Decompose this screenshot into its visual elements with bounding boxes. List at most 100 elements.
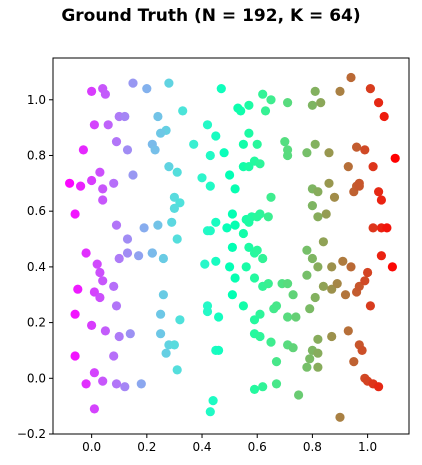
data-point-57 bbox=[175, 315, 185, 325]
data-point-85 bbox=[219, 148, 229, 158]
data-point-48 bbox=[114, 253, 124, 264]
data-point-68 bbox=[70, 351, 80, 361]
data-point-131 bbox=[255, 309, 265, 319]
data-point-109 bbox=[238, 228, 248, 239]
y-tick-label: 0.4 bbox=[27, 260, 46, 274]
data-point-191 bbox=[327, 262, 337, 272]
data-point-220 bbox=[288, 343, 298, 353]
data-point-209 bbox=[343, 326, 353, 336]
data-point-173 bbox=[354, 178, 364, 188]
data-point-55 bbox=[158, 253, 168, 264]
data-point-43 bbox=[81, 248, 91, 258]
data-point-54 bbox=[147, 248, 157, 258]
data-point-21 bbox=[156, 128, 166, 138]
data-point-14 bbox=[98, 184, 108, 194]
data-point-35 bbox=[134, 251, 144, 261]
data-point-81 bbox=[236, 106, 246, 116]
data-point-179 bbox=[382, 223, 392, 233]
data-point-134 bbox=[283, 312, 293, 322]
y-tick-label: −0.2 bbox=[17, 427, 46, 441]
x-tick-label: 1.0 bbox=[358, 440, 377, 454]
data-point-157 bbox=[365, 84, 375, 94]
data-point-121 bbox=[263, 279, 273, 289]
data-point-197 bbox=[302, 270, 312, 280]
data-point-58 bbox=[156, 309, 166, 319]
data-point-226 bbox=[252, 212, 262, 222]
data-point-19 bbox=[153, 111, 163, 122]
data-point-153 bbox=[310, 86, 320, 96]
data-point-45 bbox=[95, 267, 105, 278]
data-point-224 bbox=[335, 412, 345, 422]
data-point-138 bbox=[266, 337, 276, 347]
data-point-186 bbox=[307, 201, 317, 211]
data-point-74 bbox=[120, 382, 130, 392]
data-point-107 bbox=[230, 220, 240, 230]
data-point-175 bbox=[374, 187, 384, 197]
data-point-208 bbox=[327, 331, 337, 342]
y-tick-label: 0.0 bbox=[27, 371, 46, 385]
data-point-194 bbox=[363, 267, 373, 278]
data-point-17 bbox=[142, 84, 152, 94]
data-point-12 bbox=[87, 175, 97, 186]
data-point-202 bbox=[332, 279, 342, 289]
data-point-53 bbox=[125, 329, 135, 339]
data-point-66 bbox=[100, 326, 110, 336]
data-point-78 bbox=[211, 131, 221, 141]
data-point-72 bbox=[98, 376, 108, 386]
data-point-3 bbox=[89, 120, 99, 130]
axes-layer: 0.0 0.2 0.4 0.6 0.8 1.0 −0.2 0.0 0.2 0.4 0.6 0.8 1.0 bbox=[17, 93, 377, 454]
data-point-47 bbox=[109, 281, 119, 291]
data-point-84 bbox=[244, 128, 254, 138]
data-point-119 bbox=[249, 273, 260, 283]
data-point-160 bbox=[280, 137, 290, 147]
data-point-36 bbox=[122, 248, 133, 258]
data-point-7 bbox=[111, 137, 122, 147]
x-tick-label: 0.8 bbox=[303, 440, 322, 454]
data-point-221 bbox=[305, 354, 315, 364]
data-point-102 bbox=[263, 212, 273, 222]
data-point-42 bbox=[172, 234, 182, 244]
data-point-70 bbox=[89, 368, 99, 378]
data-point-128 bbox=[227, 290, 237, 300]
data-point-63 bbox=[172, 365, 182, 375]
data-point-51 bbox=[73, 284, 83, 294]
data-point-105 bbox=[211, 217, 221, 227]
y-tick-label: 1.0 bbox=[27, 93, 46, 107]
data-point-56 bbox=[158, 290, 168, 300]
data-point-223 bbox=[302, 362, 312, 372]
data-point-46 bbox=[98, 276, 108, 286]
data-point-77 bbox=[202, 120, 213, 130]
data-point-200 bbox=[318, 281, 328, 291]
data-point-185 bbox=[313, 212, 323, 222]
data-point-193 bbox=[346, 262, 356, 272]
data-point-144 bbox=[258, 382, 268, 392]
data-point-31 bbox=[111, 220, 122, 230]
data-point-23 bbox=[150, 145, 160, 155]
data-point-86 bbox=[205, 150, 215, 161]
data-point-50 bbox=[95, 292, 105, 303]
data-point-65 bbox=[87, 320, 97, 330]
data-point-141 bbox=[271, 357, 282, 367]
data-point-116 bbox=[225, 262, 235, 272]
data-point-27 bbox=[189, 139, 199, 149]
data-point-113 bbox=[258, 253, 268, 264]
data-point-162 bbox=[283, 150, 293, 161]
data-point-37 bbox=[153, 220, 163, 230]
data-point-89 bbox=[225, 170, 235, 180]
data-point-211 bbox=[357, 345, 367, 355]
data-point-40 bbox=[169, 203, 179, 213]
data-point-123 bbox=[283, 279, 293, 289]
data-point-61 bbox=[169, 340, 179, 350]
data-point-187 bbox=[318, 237, 328, 247]
data-point-30 bbox=[98, 195, 108, 205]
data-point-13 bbox=[76, 181, 86, 191]
data-point-133 bbox=[271, 301, 282, 311]
data-point-82 bbox=[244, 100, 254, 110]
data-point-190 bbox=[313, 262, 323, 272]
data-point-108 bbox=[227, 242, 237, 252]
data-point-166 bbox=[343, 162, 353, 172]
data-point-212 bbox=[349, 357, 359, 367]
data-point-127 bbox=[214, 312, 224, 322]
data-point-150 bbox=[266, 95, 276, 105]
data-point-6 bbox=[120, 111, 130, 122]
